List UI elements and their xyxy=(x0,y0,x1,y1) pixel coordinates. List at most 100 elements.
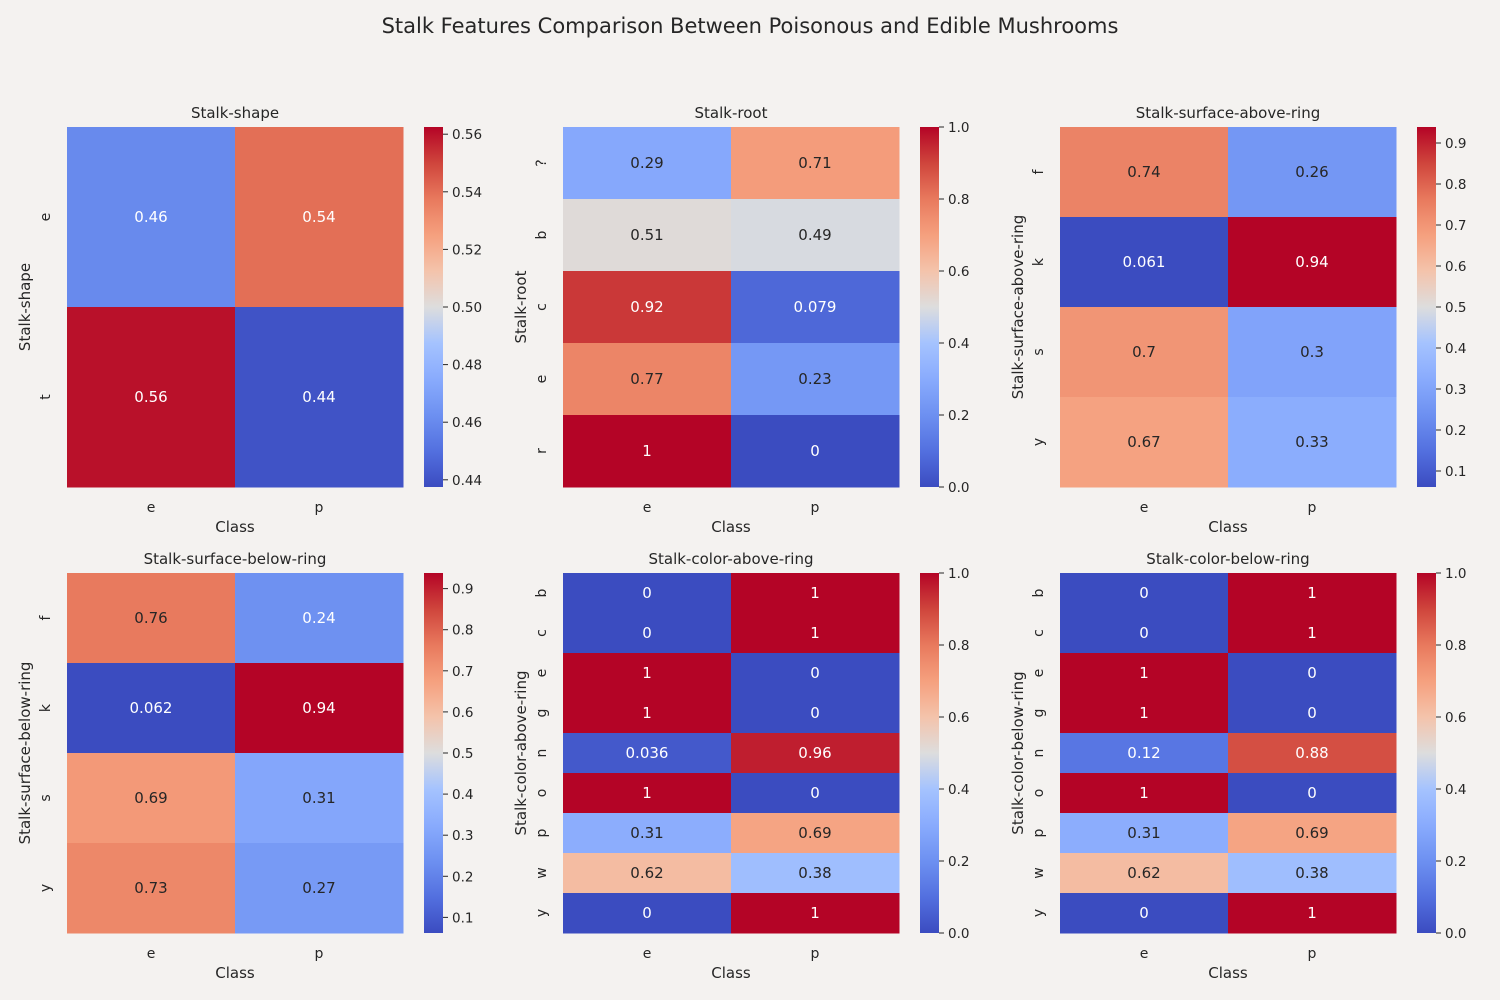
chart-4-colorbar-tick: 0.2 xyxy=(452,869,473,885)
chart-4-colorbar-tick: 0.3 xyxy=(452,828,473,844)
chart-2-colorbar-tick: 0.0 xyxy=(948,480,969,496)
chart-4-y-tick: y xyxy=(38,884,54,892)
chart-5-cell xyxy=(731,853,900,894)
chart-5-cell-label: 1 xyxy=(810,624,820,642)
chart-4-y-tick: k xyxy=(38,703,54,712)
chart-5-cell xyxy=(731,813,900,854)
chart-3-y-tick: s xyxy=(1031,348,1047,355)
chart-5-y-axis-label: Stalk-color-above-ring xyxy=(512,670,530,835)
chart-5-cell-label: 0.38 xyxy=(798,864,831,882)
chart-6-cell xyxy=(1228,653,1397,694)
chart-2-cell xyxy=(731,271,900,344)
chart-6-cell-label: 1 xyxy=(1139,704,1149,722)
chart-5-cell-label: 0.69 xyxy=(798,824,831,842)
chart-6-cell-label: 0 xyxy=(1139,904,1149,922)
chart-1-cell xyxy=(235,127,404,308)
chart-6-cell-label: 0 xyxy=(1139,624,1149,642)
chart-1-colorbar-tick: 0.54 xyxy=(452,185,482,201)
chart-1-cell xyxy=(67,127,236,308)
chart-6-colorbar-tick: 0.2 xyxy=(1445,854,1466,870)
chart-5-y-tick: e xyxy=(534,669,550,678)
chart-4-cell-label: 0.69 xyxy=(134,789,167,807)
chart-3-x-tick: p xyxy=(1308,500,1317,516)
figure-title: Stalk Features Comparison Between Poison… xyxy=(381,14,1119,38)
chart-5-cell xyxy=(563,893,732,934)
chart-6-y-tick: p xyxy=(1031,828,1047,837)
chart-4-title: Stalk-surface-below-ring xyxy=(144,550,327,568)
chart-6-colorbar xyxy=(1417,573,1436,933)
chart-4-y-tick: s xyxy=(38,794,54,801)
chart-5-cell-label: 0 xyxy=(642,584,652,602)
chart-6-cell-label: 0.38 xyxy=(1295,864,1328,882)
chart-1-colorbar xyxy=(424,127,443,487)
chart-4-colorbar-tick: 0.1 xyxy=(452,910,473,926)
chart-6-y-tick: g xyxy=(1031,709,1047,718)
chart-2-x-tick: e xyxy=(643,500,652,516)
chart-3-cell xyxy=(1228,217,1397,308)
chart-5-cell xyxy=(563,653,732,694)
chart-3-colorbar-tick: 0.1 xyxy=(1445,464,1466,480)
chart-3-colorbar-tick: 0.4 xyxy=(1445,341,1466,357)
chart-4-colorbar-tick: 0.8 xyxy=(452,623,473,639)
chart-5-cell-label: 0 xyxy=(810,664,820,682)
chart-5-cell-label: 0 xyxy=(642,624,652,642)
chart-5-cell xyxy=(731,653,900,694)
chart-2-title: Stalk-root xyxy=(695,104,768,122)
chart-3-colorbar-tick: 0.5 xyxy=(1445,300,1466,316)
chart-5-cell xyxy=(731,573,900,614)
chart-6-cell xyxy=(1060,653,1229,694)
chart-5-y-tick: g xyxy=(534,709,550,718)
chart-4-cell xyxy=(67,753,236,844)
chart-3-cell xyxy=(1060,217,1229,308)
chart-6-cell xyxy=(1060,853,1229,894)
chart-6-cell-label: 0 xyxy=(1307,704,1317,722)
chart-6-cell xyxy=(1060,573,1229,614)
chart-1-colorbar-tick: 0.56 xyxy=(452,127,482,143)
chart-5-cell xyxy=(731,893,900,934)
chart-5-y-tick: c xyxy=(534,629,550,637)
chart-5-y-tick: b xyxy=(534,588,550,597)
chart-3-colorbar-tick: 0.8 xyxy=(1445,177,1466,193)
chart-2-colorbar-tick: 0.2 xyxy=(948,408,969,424)
chart-6-y-tick: o xyxy=(1031,789,1047,798)
chart-5-colorbar-tick: 0.6 xyxy=(948,710,969,726)
chart-2-y-axis-label: Stalk-root xyxy=(512,270,530,343)
chart-6-y-axis-label: Stalk-color-below-ring xyxy=(1009,671,1027,834)
chart-3-cell xyxy=(1228,397,1397,488)
chart-3-title: Stalk-surface-above-ring xyxy=(1136,104,1320,122)
chart-2-colorbar-tick: 0.4 xyxy=(948,336,969,352)
chart-6-cell-label: 1 xyxy=(1139,664,1149,682)
chart-5-title: Stalk-color-above-ring xyxy=(648,550,813,568)
chart-5-y-tick: n xyxy=(534,749,550,758)
chart-5-y-tick: p xyxy=(534,828,550,837)
chart-1-x-axis-label: Class xyxy=(215,518,255,536)
chart-6-cell-label: 0.12 xyxy=(1127,744,1160,762)
chart-6-cell-label: 0 xyxy=(1307,664,1317,682)
chart-4-cell-label: 0.94 xyxy=(302,699,335,717)
chart-4-colorbar xyxy=(424,573,443,933)
chart-4-cell xyxy=(235,573,404,664)
chart-6-cell-label: 0 xyxy=(1307,784,1317,802)
chart-5-x-tick: e xyxy=(643,946,652,962)
chart-6-y-tick: c xyxy=(1031,629,1047,637)
chart-4-cell xyxy=(235,843,404,934)
chart-5-cell xyxy=(731,773,900,814)
chart-4-colorbar-tick: 0.6 xyxy=(452,705,473,721)
chart-6-cell xyxy=(1228,613,1397,654)
chart-2-cell xyxy=(563,199,732,272)
chart-6-cell xyxy=(1060,733,1229,774)
chart-5-cell xyxy=(563,733,732,774)
chart-3-colorbar-tick: 0.7 xyxy=(1445,218,1466,234)
chart-5-cell-label: 1 xyxy=(642,664,652,682)
chart-5-cell-label: 0.036 xyxy=(626,744,669,762)
chart-6-cell-label: 1 xyxy=(1307,584,1317,602)
chart-5-cell-label: 1 xyxy=(642,784,652,802)
chart-3-cell-label: 0.26 xyxy=(1295,163,1328,181)
chart-6-y-tick: w xyxy=(1031,867,1047,878)
chart-3-y-tick: f xyxy=(1031,168,1047,174)
chart-3-x-axis-label: Class xyxy=(1208,518,1248,536)
chart-2-cell xyxy=(731,199,900,272)
chart-4-cell-label: 0.76 xyxy=(134,609,167,627)
chart-5-colorbar xyxy=(920,573,939,933)
